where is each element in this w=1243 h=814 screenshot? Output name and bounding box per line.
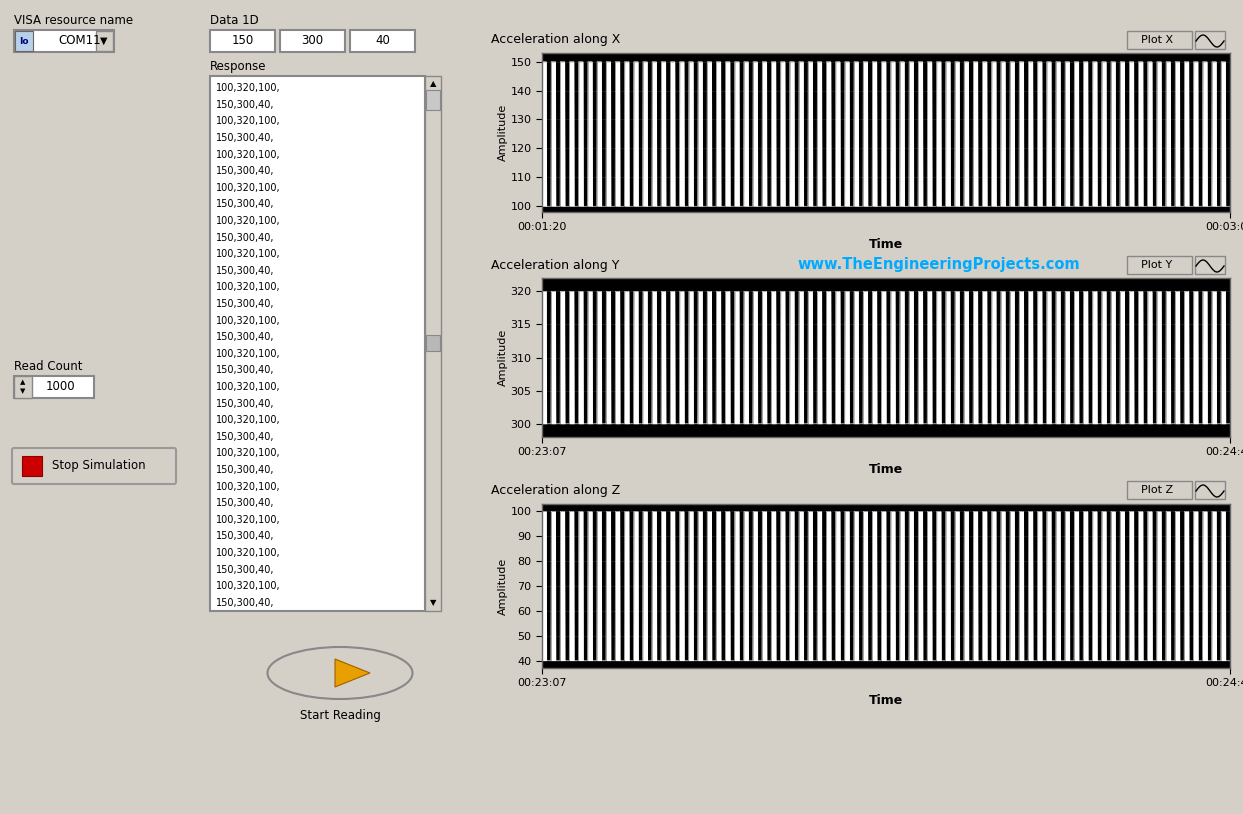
Text: 150,300,40,: 150,300,40, (216, 266, 275, 276)
Text: 150,300,40,: 150,300,40, (216, 299, 275, 309)
Text: 150,300,40,: 150,300,40, (216, 465, 275, 475)
FancyBboxPatch shape (15, 31, 34, 51)
Text: 150,300,40,: 150,300,40, (216, 498, 275, 508)
Text: 100,320,100,: 100,320,100, (216, 316, 281, 326)
Text: 100,320,100,: 100,320,100, (216, 116, 281, 126)
FancyBboxPatch shape (426, 90, 440, 110)
Text: Data 1D: Data 1D (210, 14, 259, 27)
FancyBboxPatch shape (280, 30, 346, 52)
Polygon shape (336, 659, 370, 687)
Text: 100,320,100,: 100,320,100, (216, 449, 281, 458)
Text: ▼: ▼ (20, 388, 26, 394)
Text: 100,320,100,: 100,320,100, (216, 581, 281, 591)
Text: 150,300,40,: 150,300,40, (216, 133, 275, 143)
Text: Stop Simulation: Stop Simulation (52, 459, 145, 472)
Text: 150,300,40,: 150,300,40, (216, 365, 275, 375)
Text: Acceleration along Z: Acceleration along Z (491, 484, 620, 497)
FancyBboxPatch shape (1195, 31, 1226, 49)
Text: 100,320,100,: 100,320,100, (216, 216, 281, 226)
Text: VISA resource name: VISA resource name (14, 14, 133, 27)
Text: 150: 150 (231, 34, 254, 47)
Text: 100,320,100,: 100,320,100, (216, 382, 281, 392)
Text: 1000: 1000 (45, 380, 75, 393)
FancyBboxPatch shape (425, 76, 441, 611)
Text: ▼: ▼ (101, 36, 108, 46)
Text: 150,300,40,: 150,300,40, (216, 532, 275, 541)
FancyBboxPatch shape (1195, 481, 1226, 499)
Text: 150,300,40,: 150,300,40, (216, 565, 275, 575)
Text: 100,320,100,: 100,320,100, (216, 282, 281, 292)
Text: 150,300,40,: 150,300,40, (216, 100, 275, 110)
Text: Acceleration along X: Acceleration along X (491, 33, 620, 46)
Text: ▲: ▲ (430, 80, 436, 89)
Text: 150,300,40,: 150,300,40, (216, 597, 275, 608)
Text: Plot Y: Plot Y (1141, 260, 1172, 270)
FancyBboxPatch shape (96, 31, 113, 51)
FancyBboxPatch shape (12, 448, 177, 484)
FancyBboxPatch shape (22, 456, 42, 476)
FancyBboxPatch shape (1127, 481, 1192, 499)
Text: COM11: COM11 (58, 34, 102, 47)
Text: 100,320,100,: 100,320,100, (216, 415, 281, 425)
FancyBboxPatch shape (426, 335, 440, 351)
Text: 100,320,100,: 100,320,100, (216, 83, 281, 94)
Y-axis label: Amplitude: Amplitude (497, 558, 508, 615)
FancyBboxPatch shape (210, 76, 425, 611)
Text: Plot X: Plot X (1141, 35, 1173, 45)
Text: 100,320,100,: 100,320,100, (216, 183, 281, 193)
Text: Acceleration along Y: Acceleration along Y (491, 259, 619, 272)
Text: 40: 40 (375, 34, 390, 47)
X-axis label: Time: Time (869, 238, 904, 251)
Text: 100,320,100,: 100,320,100, (216, 348, 281, 359)
Text: 300: 300 (302, 34, 323, 47)
FancyBboxPatch shape (1127, 31, 1192, 49)
FancyBboxPatch shape (1127, 256, 1192, 274)
Text: 150,300,40,: 150,300,40, (216, 199, 275, 209)
Text: Io: Io (19, 37, 29, 46)
FancyBboxPatch shape (210, 30, 275, 52)
Ellipse shape (267, 647, 413, 699)
Text: 100,320,100,: 100,320,100, (216, 249, 281, 259)
Text: Start Reading: Start Reading (300, 709, 380, 722)
Text: 150,300,40,: 150,300,40, (216, 431, 275, 442)
Text: www.TheEngineeringProjects.com: www.TheEngineeringProjects.com (797, 257, 1080, 273)
Text: ▲: ▲ (20, 379, 26, 385)
Text: 150,300,40,: 150,300,40, (216, 332, 275, 342)
Text: 100,320,100,: 100,320,100, (216, 514, 281, 525)
Text: 150,300,40,: 150,300,40, (216, 233, 275, 243)
FancyBboxPatch shape (14, 30, 114, 52)
Y-axis label: Amplitude: Amplitude (497, 104, 507, 161)
Text: 150,300,40,: 150,300,40, (216, 166, 275, 177)
Text: 100,320,100,: 100,320,100, (216, 150, 281, 160)
X-axis label: Time: Time (869, 463, 904, 476)
Text: 100,320,100,: 100,320,100, (216, 548, 281, 558)
FancyBboxPatch shape (351, 30, 415, 52)
Text: Plot Z: Plot Z (1141, 485, 1173, 495)
Text: 100,320,100,: 100,320,100, (216, 482, 281, 492)
Y-axis label: Amplitude: Amplitude (497, 329, 507, 386)
FancyBboxPatch shape (14, 376, 94, 398)
Text: Read Count: Read Count (14, 360, 82, 373)
Text: Response: Response (210, 60, 266, 73)
Text: 150,300,40,: 150,300,40, (216, 399, 275, 409)
FancyBboxPatch shape (14, 376, 32, 398)
X-axis label: Time: Time (869, 694, 904, 707)
Text: ▼: ▼ (430, 598, 436, 607)
FancyBboxPatch shape (1195, 256, 1226, 274)
